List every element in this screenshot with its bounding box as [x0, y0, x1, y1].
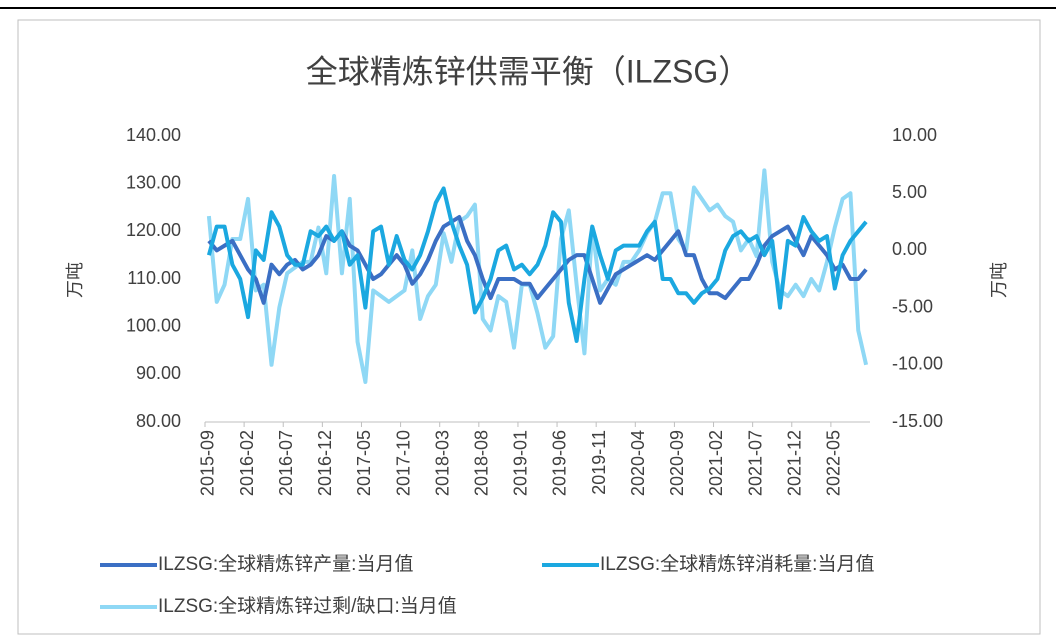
x-tick-label: 2016-02	[237, 430, 257, 496]
x-tick-label: 2019-06	[550, 430, 570, 496]
x-tick-label: 2018-03	[432, 430, 452, 496]
x-tick-label: 2022-05	[824, 430, 844, 496]
x-tick-label: 2017-05	[354, 430, 374, 496]
x-tick-label: 2019-01	[511, 430, 531, 496]
y2-tick-label: -10.00	[892, 354, 943, 374]
x-tick-label: 2016-07	[276, 430, 296, 496]
y2-axis-title: 万吨	[989, 262, 1009, 298]
x-tick-label: 2019-11	[589, 430, 609, 495]
x-tick-label: 2017-10	[393, 430, 413, 496]
y2-tick-label: -15.00	[892, 411, 943, 431]
chart-frame	[17, 19, 1041, 635]
y-axis-title: 万吨	[65, 262, 85, 298]
x-tick-label: 2020-09	[667, 430, 687, 496]
series-line	[206, 168, 869, 384]
legend-label: ILZSG:全球精炼锌过剩/缺口:当月值	[158, 595, 457, 617]
y2-tick-label: 5.00	[892, 182, 927, 202]
y-tick-label: 140.00	[126, 125, 181, 145]
x-tick-label: 2020-04	[628, 430, 648, 496]
legend-label: ILZSG:全球精炼锌产量:当月值	[158, 553, 413, 575]
y-tick-label: 120.00	[126, 220, 181, 240]
series-line	[206, 186, 868, 343]
y-tick-label: 90.00	[136, 363, 181, 383]
y-tick-label: 80.00	[136, 411, 181, 431]
y-tick-label: 100.00	[126, 315, 181, 335]
chart-title: 全球精炼锌供需平衡（ILZSG）	[306, 53, 750, 89]
series-line	[207, 215, 868, 305]
x-tick-label: 2021-12	[784, 430, 804, 496]
y2-tick-label: 0.00	[892, 239, 927, 259]
y-tick-label: 110.00	[127, 268, 181, 288]
y2-tick-label: 10.00	[892, 125, 937, 145]
y-tick-label: 130.00	[126, 172, 181, 192]
x-tick-label: 2021-02	[706, 430, 726, 496]
x-tick-label: 2018-08	[471, 430, 491, 496]
x-tick-label: 2016-12	[315, 430, 335, 496]
y2-tick-label: -5.00	[892, 296, 933, 316]
legend-label: ILZSG:全球精炼锌消耗量:当月值	[600, 553, 874, 575]
x-tick-label: 2021-07	[745, 430, 765, 496]
x-tick-label: 2015-09	[198, 430, 218, 496]
